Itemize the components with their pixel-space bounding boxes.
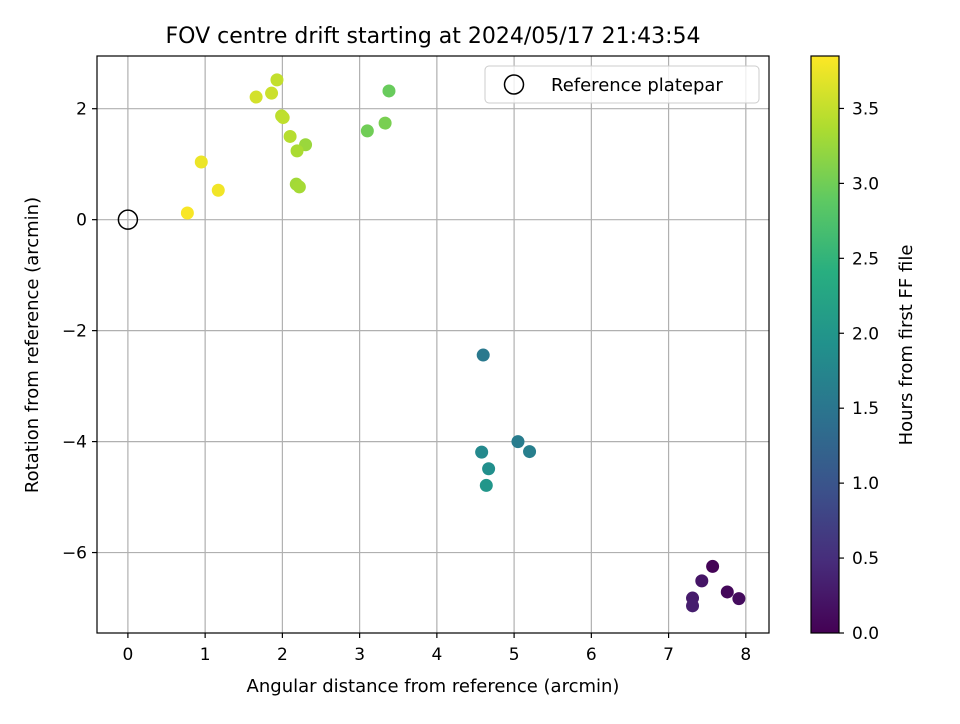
y-tick-label: −2 <box>62 322 87 342</box>
colorbar: 0.0 0.5 1.0 1.5 2.0 2.5 3.0 3.5 Hours from firs… <box>810 55 917 644</box>
colorbar-tick-label: 2.5 <box>852 249 879 269</box>
x-tick-label: 2 <box>277 645 288 665</box>
colorbar-tick-label: 3.0 <box>852 174 879 194</box>
data-point <box>378 116 392 130</box>
data-point <box>290 144 304 158</box>
colorbar-tick-label: 3.5 <box>852 99 879 119</box>
data-point <box>180 206 194 220</box>
data-point <box>511 435 525 449</box>
x-tick-label: 4 <box>431 645 442 665</box>
y-tick-label: −6 <box>62 544 87 564</box>
x-tick-label: 0 <box>122 645 133 665</box>
y-axis-label: Rotation from reference (arcmin) <box>22 197 43 493</box>
colorbar-tick-label: 0.5 <box>852 549 879 569</box>
grid-lines <box>97 56 769 633</box>
data-point <box>475 445 489 459</box>
colorbar-frame <box>810 55 840 634</box>
data-point <box>523 445 537 459</box>
axis-ticks: 0 1 2 3 4 5 6 7 8 −6 −4 −2 0 2 <box>62 100 751 665</box>
colorbar-tick-label: 1.0 <box>852 474 879 494</box>
colorbar-tick-label: 1.5 <box>852 399 879 419</box>
colorbar-tick-label: 2.0 <box>852 324 879 344</box>
x-tick-label: 1 <box>200 645 211 665</box>
plot-area-frame <box>96 55 770 634</box>
data-point <box>265 86 279 100</box>
data-point <box>249 90 263 104</box>
data-point <box>211 183 225 197</box>
legend-reference-marker <box>503 74 525 95</box>
data-point <box>706 559 720 573</box>
x-tick-label: 3 <box>354 645 365 665</box>
data-point <box>720 585 734 599</box>
data-point <box>732 592 746 606</box>
colorbar-ticks: 0.0 0.5 1.0 1.5 2.0 2.5 3.0 3.5 <box>839 99 879 644</box>
data-point <box>382 84 396 98</box>
data-point <box>283 129 297 143</box>
colorbar-gradient <box>811 56 839 633</box>
colorbar-tick-label: 0.0 <box>852 624 879 644</box>
legend-entry-reference: Reference platepar <box>551 75 723 96</box>
data-point <box>695 574 709 588</box>
x-tick-label: 5 <box>509 645 520 665</box>
x-axis-label: Angular distance from reference (arcmin) <box>247 676 620 697</box>
data-point <box>482 462 496 476</box>
data-point <box>476 348 490 362</box>
x-tick-label: 8 <box>740 645 751 665</box>
data-point <box>686 599 700 613</box>
y-tick-label: 2 <box>76 100 87 120</box>
legend-box <box>484 65 760 104</box>
y-tick-label: −4 <box>62 433 87 453</box>
reference-platepar-marker <box>117 209 139 230</box>
x-tick-label: 7 <box>663 645 674 665</box>
y-tick-label: 0 <box>76 211 87 231</box>
data-points <box>117 73 746 613</box>
legend: Reference platepar <box>484 65 760 104</box>
data-point <box>292 180 306 194</box>
chart-title: FOV centre drift starting at 2024/05/17 … <box>166 24 701 49</box>
colorbar-label: Hours from first FF file <box>896 245 917 446</box>
data-point <box>270 73 284 87</box>
data-point <box>360 124 374 138</box>
data-point <box>194 155 208 169</box>
x-tick-label: 6 <box>586 645 597 665</box>
data-point <box>276 111 290 125</box>
data-point <box>479 478 493 492</box>
